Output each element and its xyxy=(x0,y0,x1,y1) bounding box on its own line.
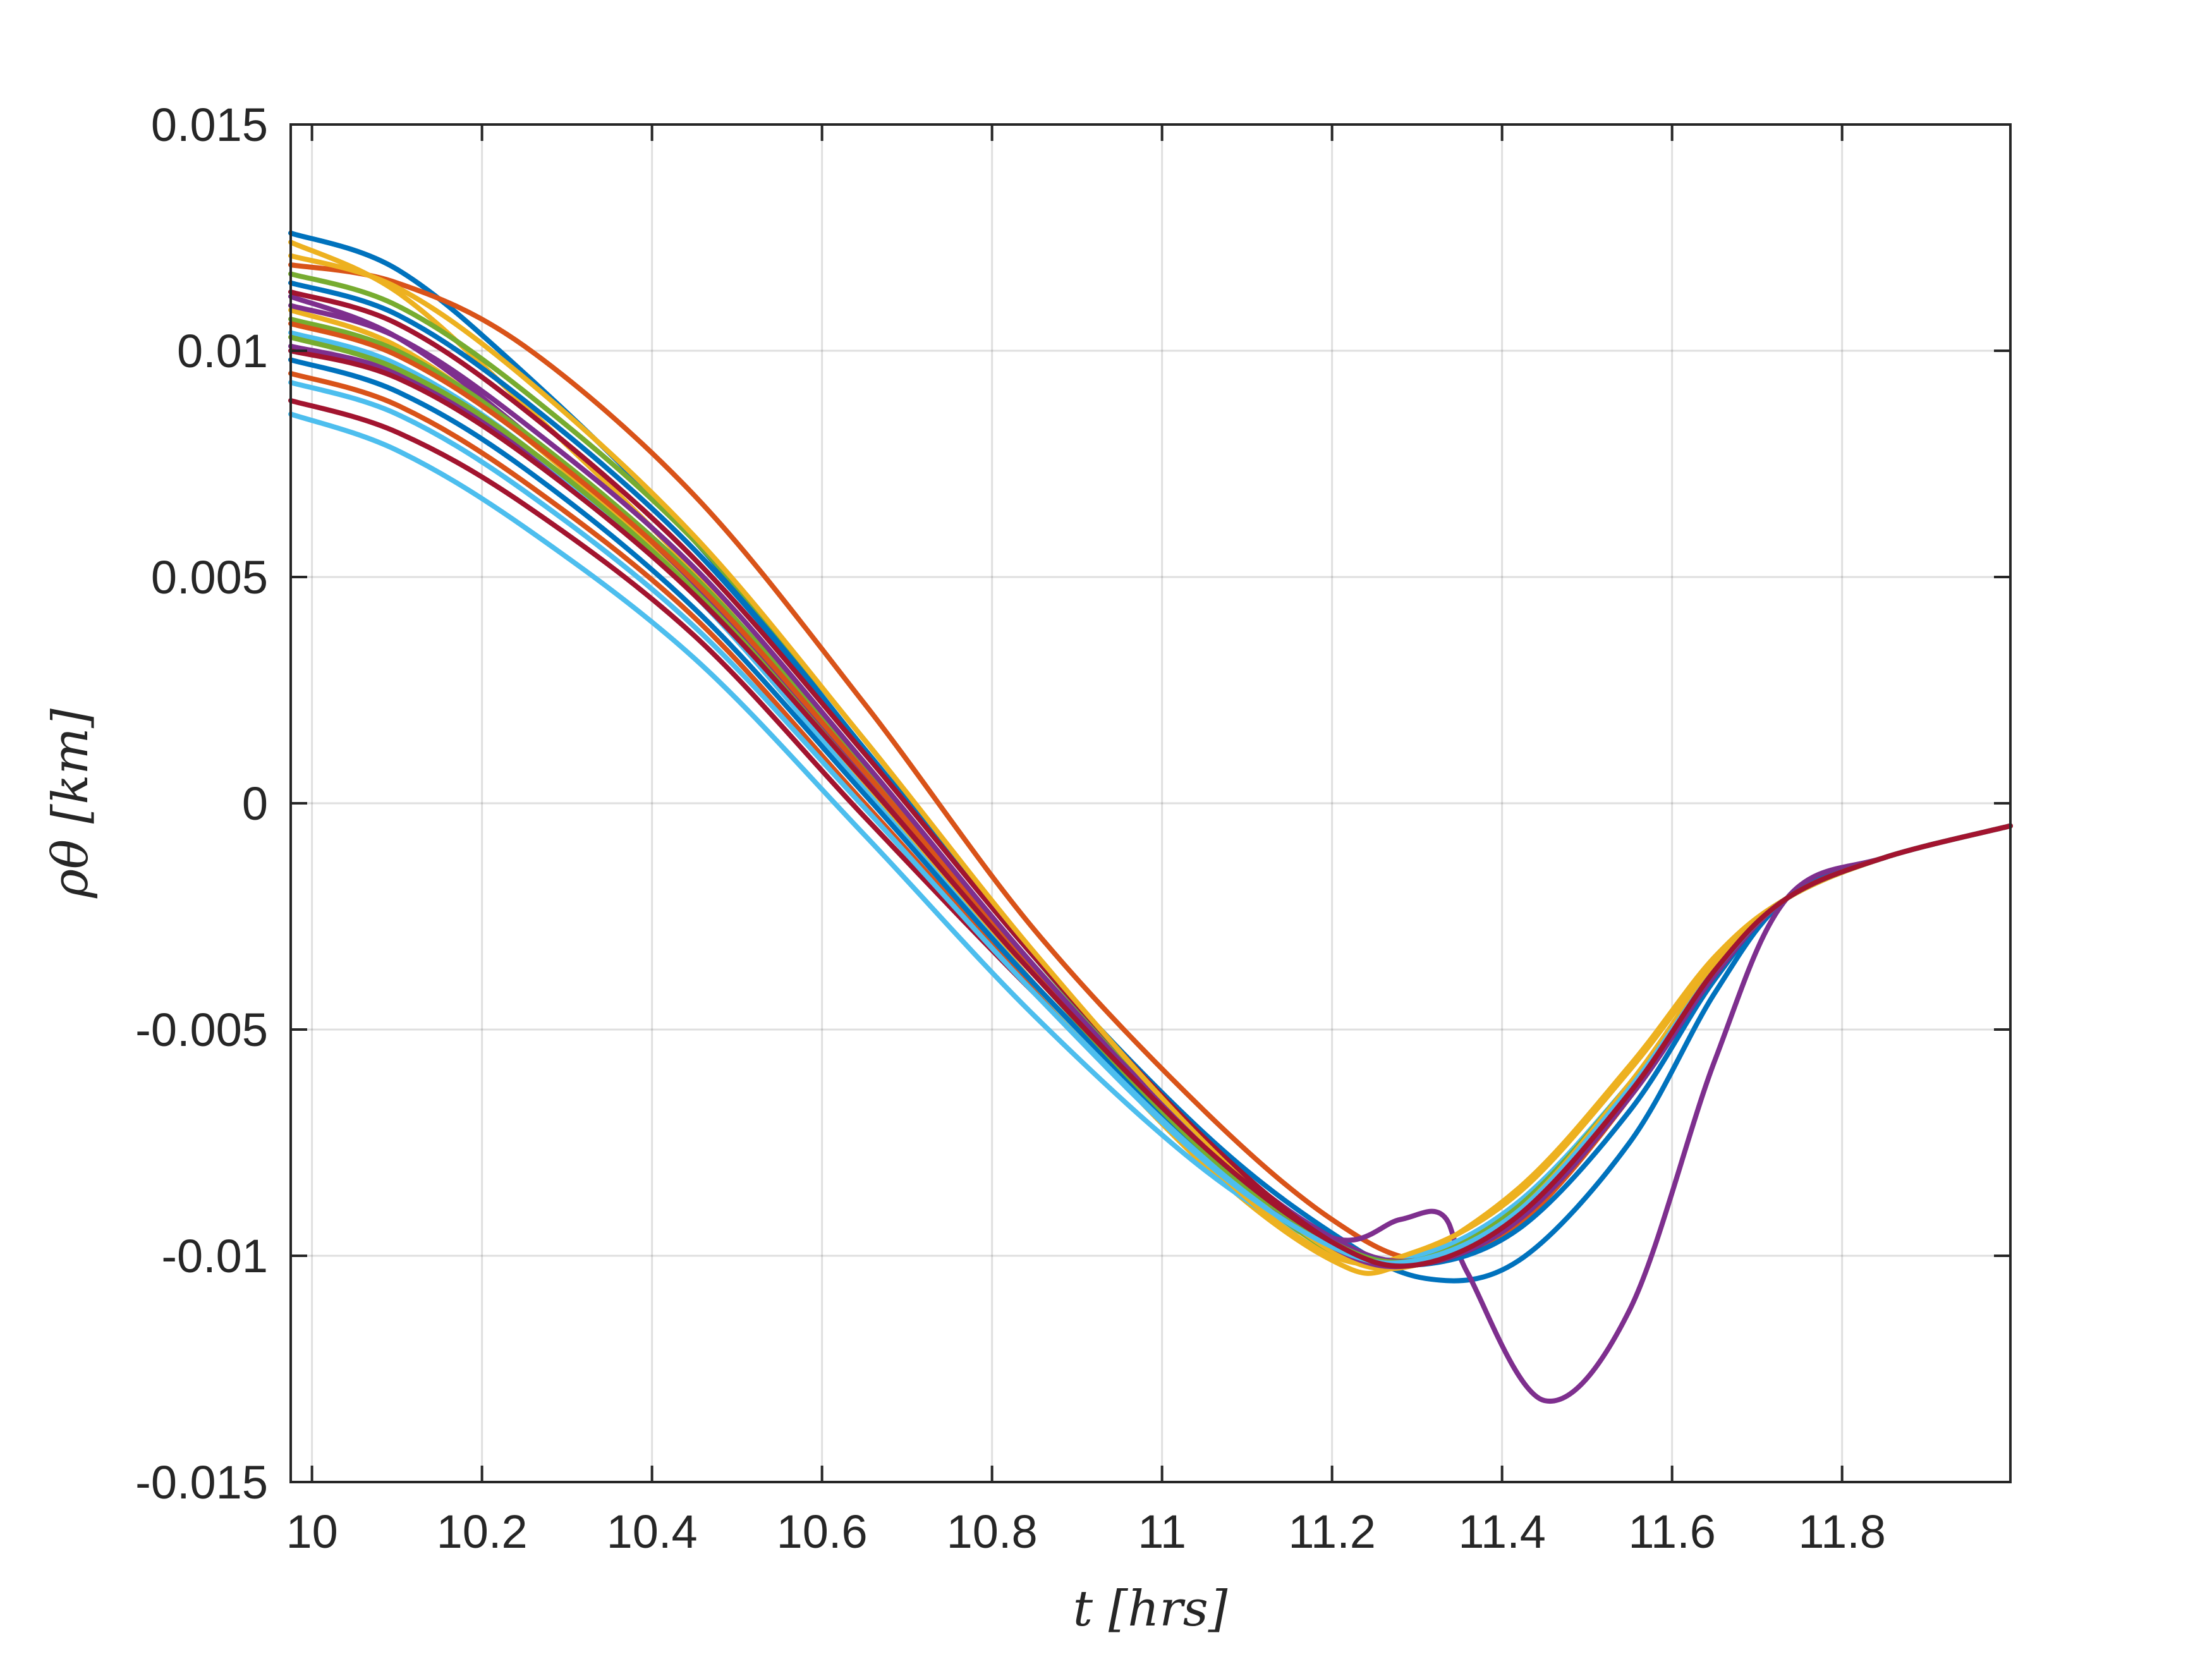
plot-area xyxy=(291,125,2010,1482)
y-tick-label: -0.01 xyxy=(161,1230,268,1282)
y-tick-label: 0 xyxy=(242,777,268,830)
series-group xyxy=(288,230,2013,1404)
y-tick-label: 0.01 xyxy=(177,325,268,377)
y-tick-label: -0.015 xyxy=(135,1456,268,1509)
x-tick-labels: 10 10.2 10.4 10.6 10.8 11 11.2 11.4 11.6 11.8 xyxy=(286,1505,1885,1558)
series-line-run-21 xyxy=(288,348,2013,1269)
y-tick-label: 0.005 xyxy=(151,551,268,604)
x-tick-label: 11.6 xyxy=(1628,1505,1716,1558)
x-tick-label: 11 xyxy=(1138,1505,1186,1558)
x-tick-label: 10.6 xyxy=(777,1505,868,1558)
x-tick-label: 11.4 xyxy=(1458,1505,1546,1558)
x-tick-label: 10.8 xyxy=(947,1505,1038,1558)
y-tick-label: -0.005 xyxy=(135,1004,268,1056)
y-tick-labels: 0.015 0.01 0.005 0 -0.005 -0.01 -0.015 xyxy=(135,99,268,1509)
x-tick-label: 11.2 xyxy=(1288,1505,1376,1558)
ticks xyxy=(291,123,2010,1483)
y-axis-label: ρθ [km] xyxy=(42,708,99,899)
x-tick-label: 10 xyxy=(286,1505,337,1558)
x-tick-label: 10.2 xyxy=(437,1505,528,1558)
x-tick-label: 11.8 xyxy=(1798,1505,1886,1558)
x-tick-label: 10.4 xyxy=(607,1505,698,1558)
y-tick-label: 0.015 xyxy=(151,99,268,151)
x-axis-label: t [hrs] xyxy=(1073,1581,1228,1638)
